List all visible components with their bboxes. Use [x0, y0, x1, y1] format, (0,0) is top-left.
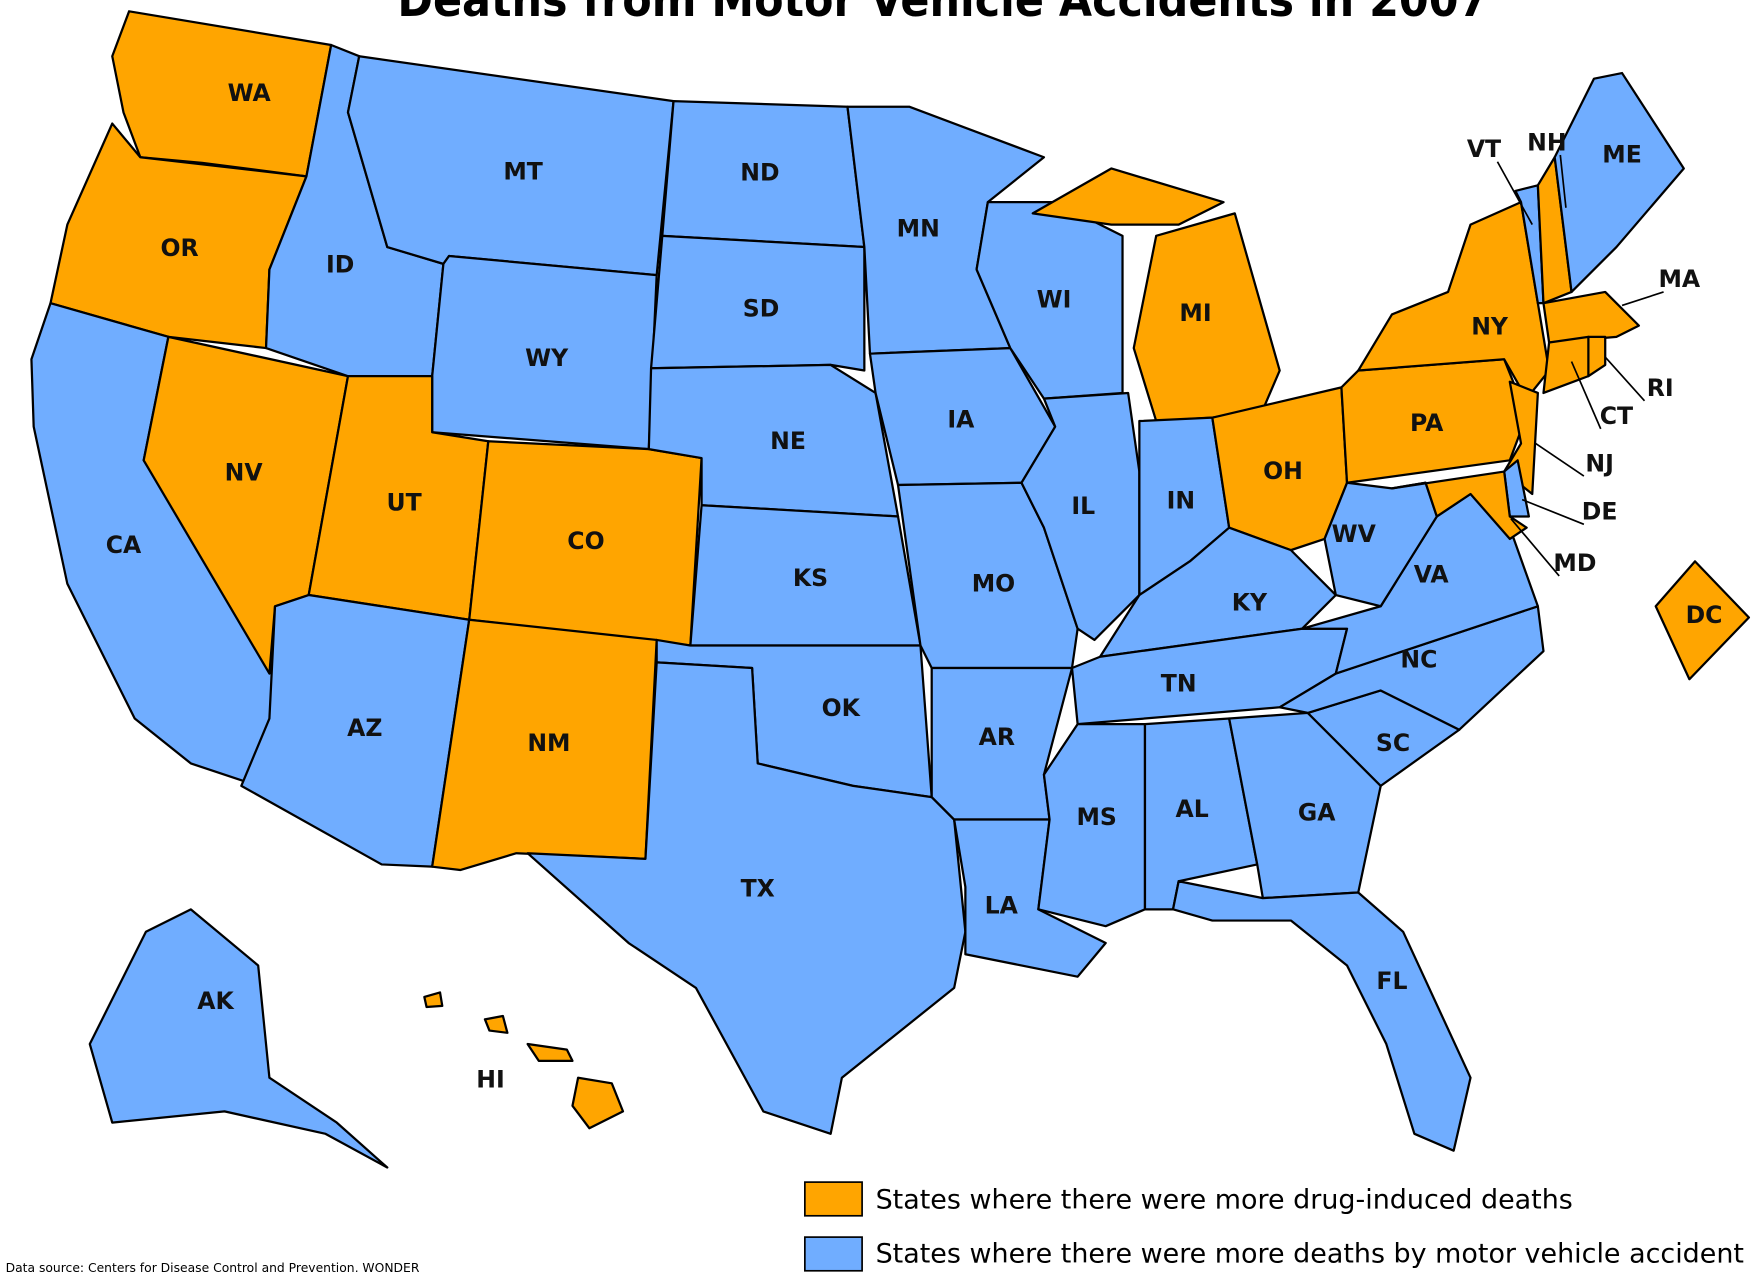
state: [1654, 560, 1751, 681]
state-label: MS: [1076, 803, 1116, 831]
legend-label: States where there were more drug-induce…: [876, 1185, 1573, 1216]
state-label: IN: [1167, 486, 1196, 514]
state-label: MN: [897, 215, 940, 243]
state-label: OH: [1263, 457, 1303, 485]
state-label: WA: [228, 79, 272, 107]
state-label: IA: [947, 406, 975, 434]
state-label: MT: [503, 157, 543, 185]
state-label: AZ: [347, 714, 382, 742]
state-label: WV: [1332, 520, 1377, 548]
state: [423, 991, 444, 1009]
legend-label: States where there were more deaths by m…: [876, 1239, 1744, 1270]
leader-line: [1559, 154, 1567, 208]
state-label: WI: [1037, 285, 1072, 313]
state-label: OK: [822, 694, 861, 722]
state-label: NC: [1400, 646, 1437, 674]
state-label: OR: [161, 234, 199, 262]
state: [1390, 470, 1528, 541]
state: [526, 661, 967, 1135]
state-label: KY: [1232, 589, 1268, 617]
state-label: SD: [743, 294, 780, 322]
state-label: NV: [225, 458, 264, 486]
state-label: DC: [1686, 601, 1723, 629]
state-label: CO: [567, 527, 604, 555]
state-label: CT: [1600, 402, 1633, 430]
state-label: MA: [1658, 265, 1700, 293]
state-label: PA: [1410, 409, 1444, 437]
state-label: AK: [197, 987, 234, 1015]
state-label: NH: [1527, 128, 1566, 156]
leader-line: [1604, 356, 1646, 402]
leader-line: [1496, 161, 1533, 226]
data-source: Data source: Centers for Disease Control…: [6, 1261, 420, 1272]
state-label: KS: [793, 564, 828, 592]
state: [1020, 391, 1141, 642]
state: [1553, 71, 1685, 294]
state: [1587, 335, 1607, 378]
state-label: CA: [106, 531, 142, 559]
states: [30, 10, 1751, 1169]
state-label: NJ: [1585, 449, 1614, 477]
state-label: GA: [1298, 798, 1336, 826]
leader-line: [1535, 442, 1585, 477]
state-label: HI: [476, 1066, 505, 1094]
state-label: ID: [326, 251, 354, 279]
leader-line: [1621, 291, 1664, 307]
state-label: AR: [979, 723, 1015, 751]
state-label: MD: [1553, 549, 1596, 577]
state-labels: WA OR CA NV ID MT WY UT CO AZ NM ND SD NE KS OK TX MN IA MO…: [106, 79, 1723, 1094]
state: [468, 440, 703, 647]
state-label: TX: [741, 875, 775, 903]
state: [1171, 880, 1472, 1152]
state-label: ND: [740, 159, 779, 187]
state-label: RI: [1647, 374, 1674, 402]
leader-line: [1521, 498, 1585, 526]
state-label: DE: [1582, 498, 1618, 526]
leader-line: [1570, 361, 1602, 430]
state-label: MI: [1179, 299, 1211, 327]
state-label: WY: [525, 344, 569, 372]
state: [975, 201, 1124, 400]
state: [1514, 184, 1545, 305]
state: [483, 1014, 509, 1034]
map-title: Deaths from Motor Vehicle Accidents in 2…: [397, 0, 1488, 28]
state-label: ME: [1602, 141, 1642, 169]
state: [526, 1042, 574, 1062]
state: [571, 1076, 625, 1130]
state-label: NM: [527, 729, 570, 757]
state-label: TN: [1161, 669, 1197, 697]
state: [1542, 335, 1590, 395]
legend-swatch: [804, 1181, 863, 1217]
legend-swatch: [804, 1236, 863, 1272]
leader-line: [1510, 518, 1560, 577]
state-label: IL: [1071, 492, 1095, 520]
state-label: NE: [770, 427, 806, 455]
state-label: UT: [387, 489, 422, 517]
state-label: LA: [985, 892, 1019, 920]
state-label: FL: [1376, 967, 1407, 995]
state-label: NY: [1471, 312, 1509, 340]
state-label: VT: [1467, 135, 1501, 163]
state: [649, 234, 866, 372]
state-label: MO: [972, 569, 1015, 597]
state-label: SC: [1376, 729, 1410, 757]
state: [1031, 167, 1225, 226]
state-label: AL: [1175, 795, 1208, 823]
state-label: VA: [1414, 560, 1450, 588]
state: [111, 10, 333, 178]
state: [1542, 290, 1641, 344]
state: [88, 908, 389, 1169]
